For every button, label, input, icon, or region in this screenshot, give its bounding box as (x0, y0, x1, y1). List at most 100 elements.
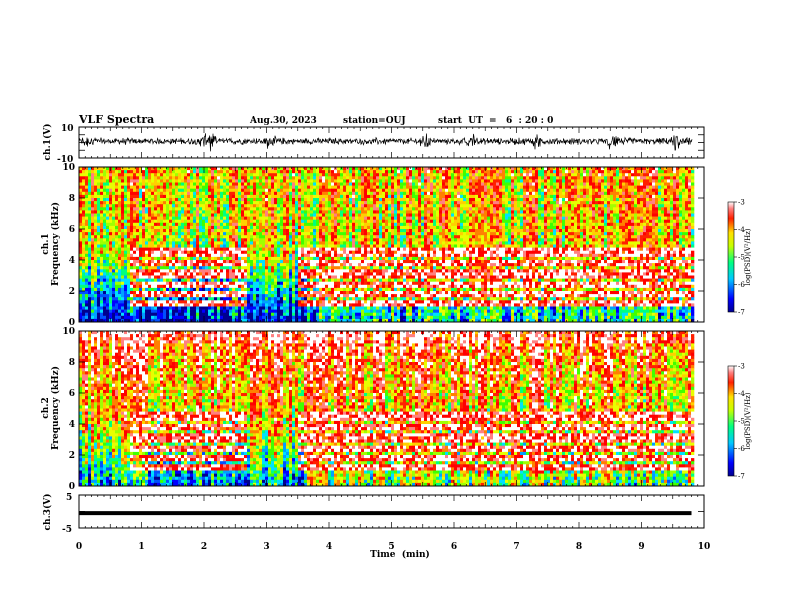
spectrogram-cell (613, 170, 616, 173)
spectrogram-cell (667, 210, 670, 213)
spectrogram-cell (214, 248, 220, 251)
spectrogram-cell (580, 176, 583, 179)
spectrogram-cell (484, 241, 487, 244)
spectrogram-cell (181, 179, 184, 182)
spectrogram-cell (643, 232, 646, 235)
spectrogram-cell (85, 192, 88, 195)
spectrogram-cell (601, 229, 604, 232)
spectrogram-cell (589, 186, 592, 189)
spectrogram-cell (229, 183, 232, 186)
spectrogram-cell (583, 186, 586, 189)
spectrogram-cell (109, 238, 112, 241)
spectrogram-cell (166, 179, 169, 182)
spectrogram-cell (223, 235, 229, 238)
spectrogram-cell (571, 204, 574, 207)
spectrogram-cell (352, 170, 355, 173)
spectrogram-cell (88, 238, 91, 241)
spectrogram-cell (460, 192, 463, 195)
spectrogram-cell (244, 167, 247, 170)
spectrogram-cell (298, 232, 301, 235)
spectrogram-cell (517, 210, 520, 213)
spectrogram-cell (373, 179, 379, 182)
spectrogram-cell (607, 173, 613, 176)
spectrogram-cell (568, 176, 571, 179)
spectrogram-cell (202, 220, 205, 223)
spectrogram-cell (454, 210, 457, 213)
spectrogram-cell (451, 232, 454, 235)
spectrogram-cell (367, 220, 370, 223)
spectrogram-cell (130, 201, 133, 204)
spectrogram-cell (433, 183, 436, 186)
spectrogram-cell (148, 201, 151, 204)
spectrogram-cell (592, 198, 595, 201)
spectrogram-cell (310, 201, 313, 204)
spectrogram-cell (352, 245, 355, 248)
spectrogram-cell (202, 179, 205, 182)
spectrogram-cell (574, 220, 577, 223)
spectrogram-cell (142, 223, 145, 226)
spectrogram-cell (208, 241, 211, 244)
spectrogram-cell (658, 245, 661, 248)
spectrogram-cell (376, 238, 379, 241)
spectrogram-cell (559, 226, 562, 229)
spectrogram-cell (145, 173, 148, 176)
spectrogram-cell (382, 179, 385, 182)
spectrogram-cell (541, 189, 544, 192)
spectrogram-cell (430, 201, 433, 204)
spectrogram-cell (112, 220, 115, 223)
spectrogram-cell (529, 232, 535, 235)
spectrogram-cell (124, 210, 127, 213)
spectrogram-cell (616, 245, 619, 248)
spectrogram-cell (670, 179, 673, 182)
spectrogram-cell (469, 192, 472, 195)
spectrogram-cell (271, 204, 274, 207)
spectrogram-cell (160, 186, 163, 189)
spectrogram-cell (595, 204, 598, 207)
spectrogram-cell (523, 217, 526, 220)
spectrogram-cell (649, 204, 652, 207)
spectrogram-cell (262, 179, 265, 182)
spectrogram-cell (484, 183, 487, 186)
spectrogram-cell (421, 232, 424, 235)
spectrogram-cell (202, 214, 205, 217)
spectrogram-cell (235, 195, 238, 198)
spectrogram-cell (430, 220, 433, 223)
spectrogram-cell (586, 220, 589, 223)
spectrogram-cell (439, 238, 445, 241)
spectrogram-cell (190, 176, 193, 179)
spectrogram-cell (658, 210, 661, 213)
spectrogram-cell (223, 220, 229, 223)
spectrogram-cell (97, 238, 100, 241)
spectrogram-cell (637, 204, 643, 207)
spectrogram-cell (562, 207, 568, 210)
spectrogram-cell (622, 170, 628, 173)
spectrogram-cell (646, 226, 652, 229)
spectrogram-cell (322, 173, 325, 176)
spectrogram-cell (361, 226, 364, 229)
spectrogram-cell (358, 214, 361, 217)
spectrogram-cell (184, 201, 187, 204)
spectrogram-cell (385, 201, 388, 204)
spectrogram-cell (223, 207, 226, 210)
spectrogram-cell (595, 170, 598, 173)
spectrogram-cell (535, 189, 538, 192)
spectrogram-cell (325, 176, 331, 179)
spectrogram-cell (409, 195, 412, 198)
spectrogram-cell (235, 192, 238, 195)
spectrogram-cell (583, 167, 586, 170)
spectrogram-cell (172, 176, 175, 179)
spectrogram-cell (298, 248, 301, 251)
spectrogram-cell (472, 183, 475, 186)
spectrogram-cell (544, 238, 547, 241)
spectrogram-cell (196, 232, 199, 235)
spectrogram-cell (268, 210, 271, 213)
spectrogram-cell (442, 176, 445, 179)
spectrogram-cell (313, 195, 319, 198)
spectrogram-cell (118, 214, 121, 217)
spectrogram-cell (496, 235, 499, 238)
spectrogram-cell (586, 207, 589, 210)
spectrogram-cell (484, 235, 487, 238)
spectrogram-cell (286, 173, 289, 176)
spectrogram-cell (415, 238, 421, 241)
spectrogram-cell (433, 241, 436, 244)
